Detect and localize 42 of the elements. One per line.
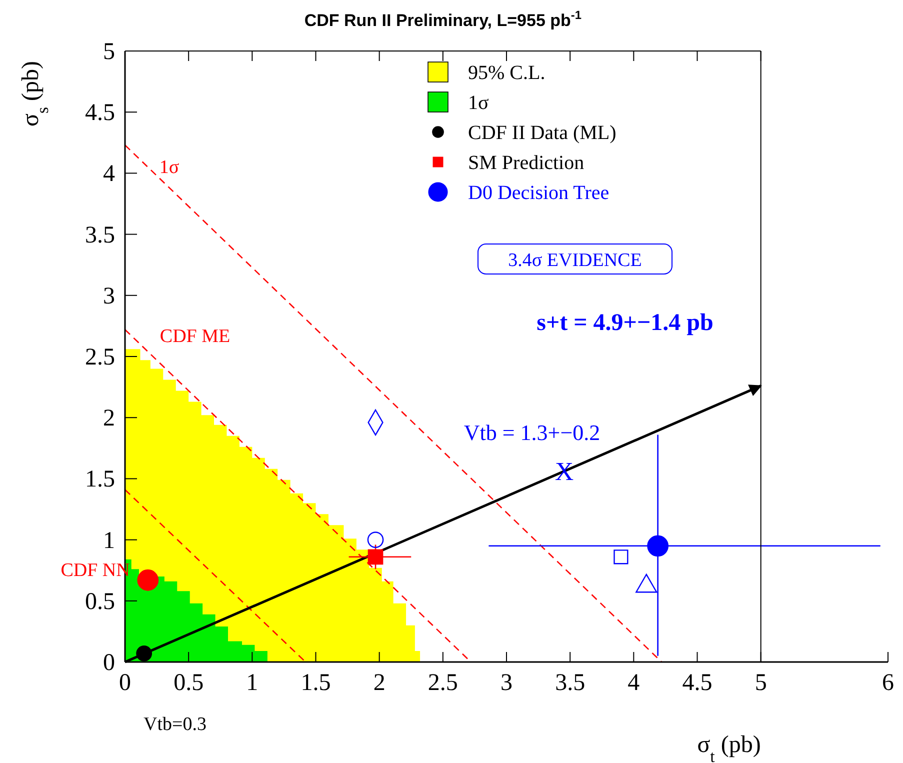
legend-label: CDF II Data (ML) bbox=[468, 122, 616, 144]
x-tick-label: 1.5 bbox=[300, 670, 331, 696]
y-tick-label: 5 bbox=[103, 39, 115, 65]
point bbox=[647, 535, 669, 557]
x-tick-label: 2.5 bbox=[428, 670, 458, 696]
annotation: CDF ME bbox=[160, 326, 230, 347]
legend-label: 95% C.L. bbox=[468, 62, 546, 84]
x-tick-label: 5 bbox=[754, 670, 767, 696]
point bbox=[614, 550, 628, 564]
x-tick-label: 0 bbox=[119, 670, 131, 696]
x-tick-label: 6 bbox=[882, 670, 894, 696]
annotation: Vtb = 1.3+−0.2 bbox=[464, 420, 600, 445]
y-tick-label: 4 bbox=[103, 161, 115, 188]
legend-label: SM Prediction bbox=[468, 152, 584, 174]
y-tick-label: 2.5 bbox=[85, 344, 115, 370]
x-tick-label: 3.5 bbox=[555, 670, 586, 696]
annotation: 1σ bbox=[159, 157, 180, 178]
x-tick-label: 3 bbox=[500, 670, 512, 696]
y-tick-label: 3.5 bbox=[85, 222, 115, 248]
y-tick-label: 2 bbox=[103, 406, 115, 432]
y-tick-label: 4.5 bbox=[85, 100, 115, 126]
annotation: s+t = 4.9+−1.4 pb bbox=[536, 310, 714, 336]
legend-label: D0 Decision Tree bbox=[468, 182, 610, 204]
x-tick-label: 2 bbox=[373, 670, 386, 696]
annotation: 3.4σ EVIDENCE bbox=[508, 250, 642, 271]
x-tick-label: 1 bbox=[246, 670, 258, 696]
x-tick-label: 0.5 bbox=[174, 670, 204, 696]
point bbox=[368, 549, 384, 565]
text: Vtb=0.3 bbox=[144, 714, 206, 735]
point bbox=[136, 646, 152, 662]
x-tick-label: 4 bbox=[628, 670, 640, 696]
y-tick-label: 1 bbox=[103, 528, 115, 554]
y-tick-label: 3 bbox=[103, 283, 115, 310]
x-axis-title: σ$_{t}$ (pb) bbox=[697, 732, 761, 763]
legend-label: 1σ bbox=[468, 92, 489, 114]
x-tick-label: 4.5 bbox=[682, 670, 712, 696]
point bbox=[367, 532, 384, 548]
chart-title: CDF Run II Preliminary, L=955 pb$^{-1}$ bbox=[304, 8, 582, 30]
y-tick-label: 0.5 bbox=[85, 588, 115, 615]
point bbox=[137, 569, 159, 591]
y-tick-label: 1.5 bbox=[85, 466, 115, 493]
y-tick-label: 0 bbox=[103, 650, 115, 676]
